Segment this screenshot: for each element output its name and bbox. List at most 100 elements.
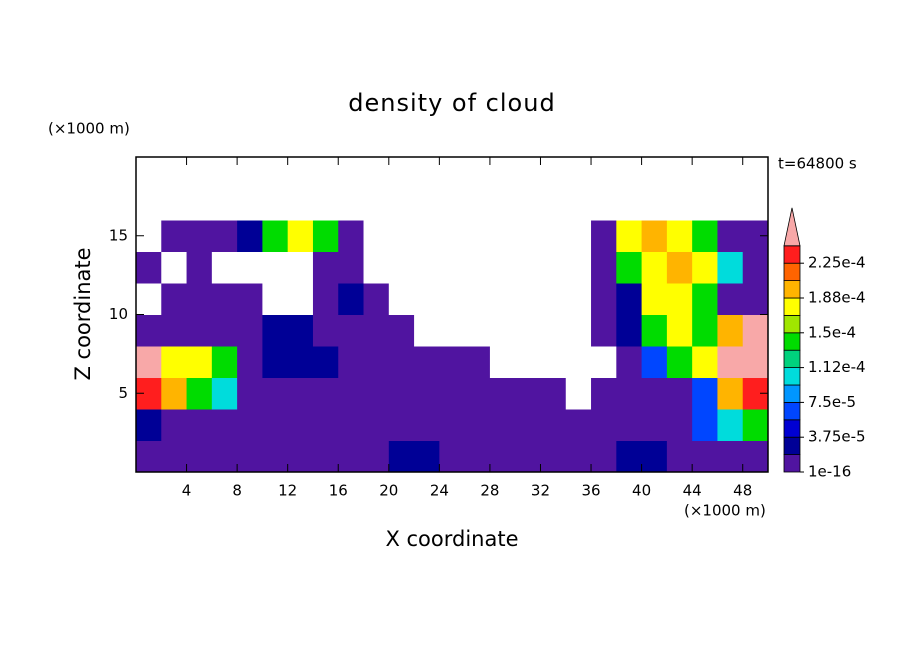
contour-cell xyxy=(439,409,466,441)
time-annotation: t=64800 s xyxy=(778,155,857,173)
contour-cell xyxy=(641,220,668,252)
contour-cell xyxy=(439,251,466,284)
contour-cell xyxy=(161,157,188,189)
colorbar-tick-label: 1.5e-4 xyxy=(808,323,856,341)
contour-cell xyxy=(262,440,289,473)
contour-cell xyxy=(312,283,339,315)
contour-cell xyxy=(237,157,263,189)
contour-cell xyxy=(489,409,516,441)
contour-cell xyxy=(287,346,314,378)
contour-cell xyxy=(211,440,238,473)
contour-cell xyxy=(388,283,415,315)
contour-cell xyxy=(692,188,718,221)
contour-cell xyxy=(186,440,213,473)
contour-cell xyxy=(641,377,668,410)
contour-cell xyxy=(464,346,491,378)
colorbar-band xyxy=(783,297,801,316)
x-axis-label: X coordinate xyxy=(385,527,518,551)
contour-cell xyxy=(312,188,339,221)
contour-cell xyxy=(186,314,213,347)
contour-cell xyxy=(414,283,440,315)
contour-cell xyxy=(666,251,693,284)
contour-cell xyxy=(515,377,541,410)
contour-cell xyxy=(641,251,668,284)
contour-cell xyxy=(692,251,718,284)
contour-cell xyxy=(136,188,162,221)
contour-cell xyxy=(666,283,693,315)
contour-cell xyxy=(211,314,238,347)
contour-cell xyxy=(414,440,440,473)
contour-cell xyxy=(136,283,162,315)
contour-cell xyxy=(464,440,491,473)
contour-cell xyxy=(616,251,643,284)
x-tick-label: 8 xyxy=(232,482,242,500)
contour-cell xyxy=(591,283,617,315)
contour-cell xyxy=(439,346,466,378)
contour-cell xyxy=(414,220,440,252)
contour-cell xyxy=(717,440,744,473)
chart-title: density of cloud xyxy=(348,89,555,117)
contour-cell xyxy=(338,157,365,189)
contour-cell xyxy=(161,188,188,221)
contour-cell xyxy=(616,220,643,252)
contour-cell xyxy=(742,251,769,284)
contour-cell xyxy=(515,283,541,315)
contour-cell xyxy=(439,220,466,252)
contour-cell xyxy=(717,157,744,189)
contour-cell xyxy=(439,283,466,315)
contour-cell xyxy=(742,157,769,189)
contour-cell xyxy=(363,283,390,315)
contour-cell xyxy=(464,283,491,315)
contour-cell xyxy=(338,283,365,315)
contour-cell xyxy=(464,314,491,347)
contour-cell xyxy=(363,314,390,347)
contour-cell xyxy=(211,251,238,284)
contour-cell xyxy=(742,409,769,441)
contour-cell xyxy=(312,314,339,347)
contour-cell xyxy=(363,157,390,189)
contour-cell xyxy=(414,188,440,221)
contour-cell xyxy=(666,157,693,189)
contour-cell xyxy=(616,314,643,347)
contour-cell xyxy=(641,409,668,441)
contour-cell xyxy=(287,440,314,473)
contour-cell xyxy=(414,251,440,284)
contour-cell xyxy=(692,283,718,315)
contour-cell xyxy=(515,188,541,221)
contour-cell xyxy=(591,377,617,410)
contour-cell xyxy=(439,188,466,221)
contour-cell xyxy=(363,409,390,441)
contour-cell xyxy=(641,283,668,315)
contour-cell xyxy=(312,409,339,441)
contour-cell xyxy=(565,157,592,189)
contour-cell xyxy=(388,251,415,284)
contour-cell xyxy=(489,314,516,347)
colorbar-band xyxy=(783,454,801,473)
contour-cell xyxy=(464,377,491,410)
contour-cell xyxy=(388,188,415,221)
contour-cell xyxy=(237,283,263,315)
contour-cell xyxy=(237,377,263,410)
contour-cell xyxy=(540,283,567,315)
contour-cell xyxy=(439,157,466,189)
contour-cell xyxy=(312,346,339,378)
contour-cell xyxy=(540,251,567,284)
contour-cell xyxy=(161,220,188,252)
contour-cell xyxy=(692,409,718,441)
contour-cell xyxy=(186,346,213,378)
contour-cell xyxy=(211,377,238,410)
contour-cell xyxy=(312,220,339,252)
contour-cell xyxy=(565,283,592,315)
contour-cell xyxy=(464,157,491,189)
contour-cell xyxy=(692,314,718,347)
contour-cell xyxy=(136,251,162,284)
contour-cell xyxy=(237,409,263,441)
contour-cell xyxy=(287,220,314,252)
contour-cell xyxy=(287,314,314,347)
colorbar-band xyxy=(783,332,801,351)
contour-cell xyxy=(641,346,668,378)
contour-cell xyxy=(666,188,693,221)
contour-cell xyxy=(489,251,516,284)
contour-cell xyxy=(237,220,263,252)
contour-cell xyxy=(363,377,390,410)
